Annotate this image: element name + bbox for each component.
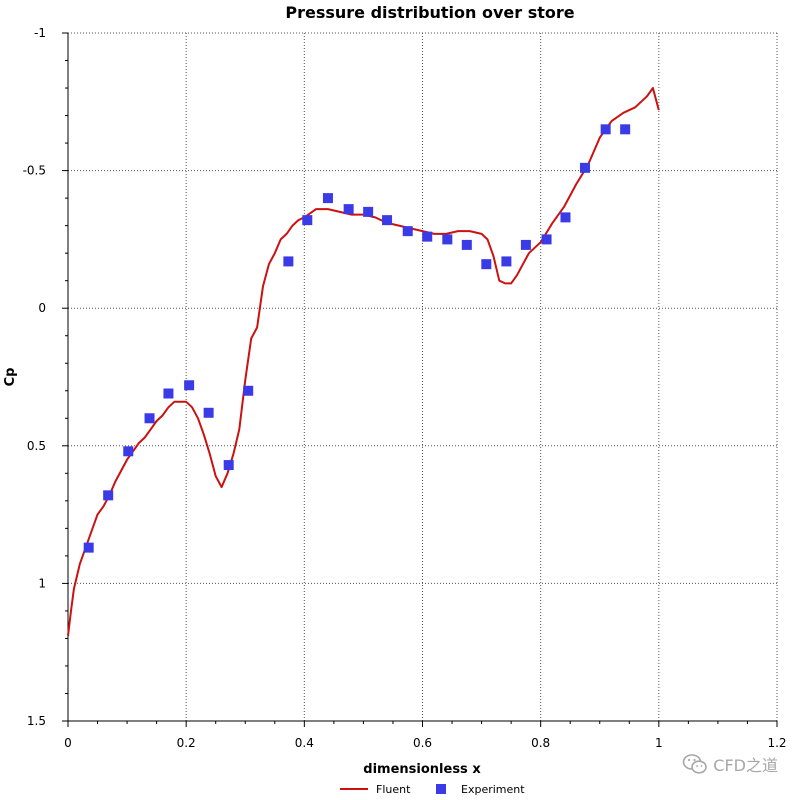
experiment-point <box>283 256 294 267</box>
x-tick-label: 1.2 <box>767 736 786 750</box>
experiment-point <box>382 215 393 226</box>
experiment-point <box>243 385 254 396</box>
experiment-point <box>203 407 214 418</box>
y-tick-label: 0.5 <box>27 439 46 453</box>
legend: Fluent Experiment <box>340 783 525 796</box>
watermark: CFD之道 <box>682 752 778 776</box>
experiment-point <box>123 446 134 457</box>
legend-experiment-label: Experiment <box>461 783 525 796</box>
experiment-point <box>541 234 552 245</box>
x-tick-label: 0 <box>64 736 72 750</box>
experiment-point <box>223 460 234 471</box>
experiment-point <box>620 124 631 135</box>
watermark-text: CFD之道 <box>713 756 778 775</box>
experiment-point <box>322 193 333 204</box>
series-line-fluent <box>67 87 660 636</box>
experiment-point <box>560 212 571 223</box>
y-tick-label: -0.5 <box>23 164 46 178</box>
y-axis-label: Cp <box>3 368 18 387</box>
x-tick-label: 0.2 <box>177 736 196 750</box>
experiment-point <box>144 413 155 424</box>
x-tick-label: 0.4 <box>295 736 314 750</box>
experiment-point <box>520 239 531 250</box>
experiment-point <box>461 239 472 250</box>
experiment-point <box>402 226 413 237</box>
experiment-point <box>103 490 114 501</box>
experiment-point <box>600 124 611 135</box>
y-tick-label: -1 <box>34 26 46 40</box>
tick-labels: 0 0.2 0.4 0.6 0.8 1 1.2 -1 -0.5 0 0.5 1 1.5 <box>23 26 787 750</box>
experiment-point <box>579 162 590 173</box>
legend-fluent-label: Fluent <box>376 783 411 796</box>
experiment-point <box>501 256 512 267</box>
experiment-point <box>83 542 94 553</box>
experiment-point <box>481 259 492 270</box>
wechat-icon <box>682 754 708 774</box>
chart-title: Pressure distribution over store <box>285 3 574 22</box>
experiment-point <box>363 206 374 217</box>
x-tick-label: 0.6 <box>413 736 432 750</box>
x-tick-label: 1 <box>655 736 663 750</box>
experiment-point <box>302 215 313 226</box>
y-tick-label: 1 <box>38 576 46 590</box>
experiment-point <box>184 380 195 391</box>
y-tick-label: 1.5 <box>27 714 46 728</box>
experiment-point <box>422 231 433 242</box>
experiment-point <box>343 204 354 215</box>
series <box>67 87 660 636</box>
y-tick-label: 0 <box>38 301 46 315</box>
grid <box>68 32 778 721</box>
experiment-point <box>163 388 174 399</box>
axes <box>62 32 778 727</box>
legend-experiment-swatch <box>436 784 446 794</box>
experiment-point <box>442 234 453 245</box>
x-axis-label: dimensionless x <box>363 762 481 777</box>
x-tick-label: 0.8 <box>531 736 550 750</box>
